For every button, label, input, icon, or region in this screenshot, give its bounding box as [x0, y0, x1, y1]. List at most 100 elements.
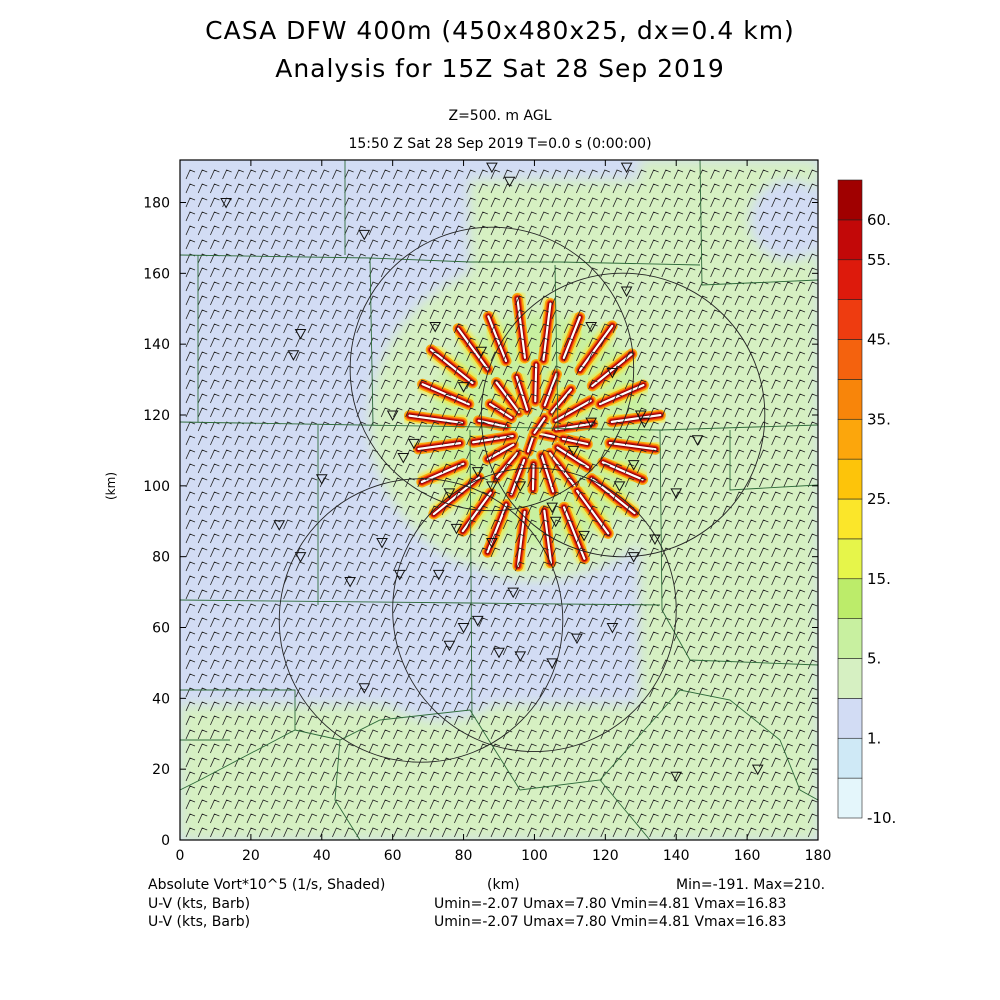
- station-marker: [514, 481, 527, 492]
- station-marker: [471, 615, 484, 627]
- vorticity-streak: [536, 366, 565, 414]
- vorticity-streak: [536, 502, 559, 571]
- station-marker: [315, 474, 328, 485]
- radar-ring: [349, 226, 635, 512]
- y-axis: 0 20 40 60 80 100 120 140 160 180: [143, 196, 818, 849]
- station-marker: [358, 683, 371, 694]
- station-marker: [386, 410, 399, 422]
- county-line: [729, 430, 818, 491]
- station-marker: [751, 764, 764, 776]
- colorbar-label: 5.: [867, 650, 881, 668]
- station-marker: [620, 286, 633, 298]
- station-marker: [585, 417, 598, 429]
- vorticity-streak: [509, 503, 533, 574]
- vorticity-streak: [591, 377, 652, 413]
- station-marker: [294, 552, 307, 563]
- colorbar: 60. 55. 45. 35. 25. 15. 5. 1. -10.: [837, 179, 896, 827]
- vorticity-streak: [509, 290, 533, 366]
- station-marker: [613, 481, 626, 492]
- y-tick-label: 20: [152, 762, 170, 778]
- pale-zone-center: [350, 560, 530, 720]
- station-markers: [220, 162, 764, 783]
- vorticity-streak: [470, 412, 515, 435]
- station-marker: [429, 321, 442, 333]
- station-marker: [287, 350, 300, 361]
- colorbar-swatch: [837, 179, 863, 221]
- vorticity-streak: [603, 407, 669, 430]
- radar-ring: [392, 467, 677, 753]
- level-label: Z=500. m AGL: [448, 108, 552, 124]
- station-marker: [546, 658, 559, 669]
- colorbar-swatch: [837, 259, 863, 300]
- vorticity-streak: [583, 470, 643, 522]
- county-line: [659, 429, 818, 666]
- colorbar-label: 60.: [867, 211, 891, 229]
- station-marker: [397, 453, 410, 464]
- county-line: [334, 739, 361, 840]
- y-tick-label: 0: [161, 833, 170, 849]
- vorticity-streak: [549, 439, 597, 476]
- valid-time-label: 15:50 Z Sat 28 Sep 2019 T=0.0 s (0:00:00…: [348, 136, 652, 152]
- station-marker: [376, 538, 388, 549]
- plot-frame: [179, 159, 819, 841]
- colorbar-swatch: [837, 379, 863, 420]
- vorticity-streak: [555, 309, 588, 366]
- y-tick-label: 180: [143, 196, 170, 212]
- vorticity-streak: [547, 392, 599, 429]
- vorticity-streak: [543, 381, 579, 421]
- y-tick-label: 60: [152, 621, 170, 637]
- station-marker: [393, 569, 406, 581]
- station-marker: [649, 534, 661, 545]
- vorticity-streak: [479, 496, 515, 561]
- station-marker: [627, 552, 640, 563]
- colorbar-label: 25.: [867, 490, 891, 508]
- colorbar-swatch: [837, 498, 863, 540]
- colorbar-label: 35.: [867, 410, 891, 428]
- station-marker: [634, 410, 647, 422]
- radar-ring: [278, 478, 564, 763]
- station-marker: [344, 576, 356, 588]
- station-marker: [294, 329, 307, 340]
- station-marker: [514, 651, 527, 662]
- station-marker: [638, 417, 651, 429]
- station-marker: [567, 445, 580, 457]
- wind-barb-field: [185, 169, 818, 838]
- station-marker: [457, 623, 470, 634]
- wind-stats-2: Umin=-2.07 Umax=7.80 Vmin=4.81 Vmax=16.8…: [434, 914, 787, 930]
- vorticity-streak: [454, 484, 499, 540]
- vorticity-streak: [465, 428, 521, 451]
- station-marker: [620, 162, 633, 174]
- x-tick-label: 60: [384, 848, 402, 864]
- station-marker: [627, 460, 640, 471]
- plot-area: [180, 160, 818, 840]
- county-line: [554, 264, 559, 431]
- station-marker: [486, 538, 498, 549]
- y-tick-label: 160: [143, 266, 170, 282]
- station-marker: [450, 523, 463, 535]
- x-tick-label: 160: [734, 848, 761, 864]
- wind-barbs: [185, 169, 818, 838]
- wind-label-2: U-V (kts, Barb): [148, 914, 251, 930]
- x-tick-label: 140: [663, 848, 690, 864]
- min-max-label: Min=-191. Max=210.: [676, 877, 826, 893]
- station-marker: [486, 162, 498, 174]
- station-marker: [549, 516, 562, 528]
- x-axis: 0 20 40 60 80 100 120 140 160 180: [176, 160, 832, 864]
- vorticity-streak: [569, 482, 617, 542]
- station-marker: [358, 229, 371, 241]
- colorbar-swatch: [837, 219, 863, 261]
- x-tick-label: 180: [805, 848, 832, 864]
- chart-title: CASA DFW 400m (450x480x25, dx=0.4 km): [205, 16, 795, 45]
- x-tick-label: 100: [521, 848, 548, 864]
- county-line: [369, 257, 374, 426]
- station-marker: [571, 633, 583, 645]
- colorbar-swatch: [837, 299, 863, 340]
- colorbar-swatch: [837, 578, 863, 619]
- county-borders: [180, 160, 818, 840]
- chart-subtitle: Analysis for 15Z Sat 28 Sep 2019: [275, 54, 725, 83]
- colorbar-swatch: [837, 737, 863, 779]
- colorbar-label: 1.: [867, 729, 881, 747]
- y-tick-label: 100: [143, 479, 170, 495]
- x-tick-label: 120: [592, 848, 619, 864]
